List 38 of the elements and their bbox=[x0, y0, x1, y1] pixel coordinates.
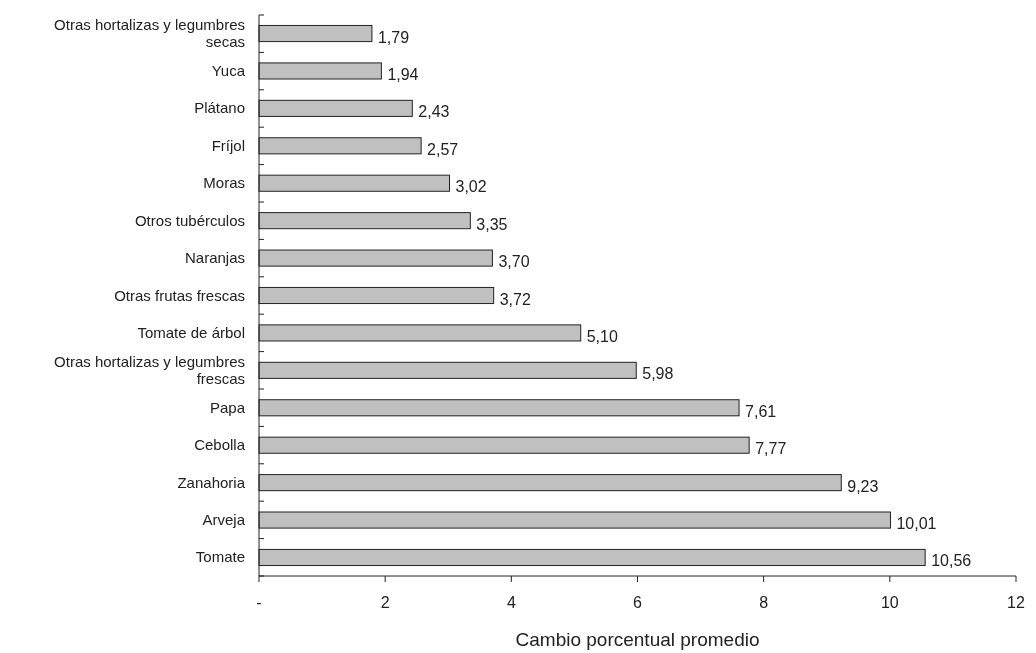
data-label: 7,77 bbox=[755, 440, 787, 458]
data-label: 7,61 bbox=[745, 402, 777, 420]
y-tick-label: Otras hortalizas y legumbres secas bbox=[54, 16, 245, 51]
y-tick-label: Tomate bbox=[195, 548, 245, 566]
y-tick-label: Papa bbox=[209, 398, 246, 416]
x-tick-label: 6 bbox=[633, 594, 643, 611]
y-tick-label: Moras bbox=[203, 174, 245, 192]
x-tick-label: - bbox=[256, 594, 262, 611]
y-tick-label: Tomate de árbol bbox=[137, 323, 245, 341]
data-label: 10,01 bbox=[896, 515, 937, 533]
data-label: 3,70 bbox=[498, 253, 530, 271]
y-tick-label: Plátano bbox=[194, 99, 245, 117]
data-label: 3,02 bbox=[455, 178, 487, 196]
x-tick-label: 12 bbox=[1007, 594, 1025, 611]
data-label: 9,23 bbox=[847, 477, 879, 495]
data-label: 5,98 bbox=[642, 365, 674, 383]
data-label: 5,10 bbox=[586, 327, 618, 345]
y-tick-label: Otros tubérculos bbox=[134, 211, 245, 229]
data-label: 1,79 bbox=[377, 28, 410, 46]
x-tick-label: 4 bbox=[506, 594, 516, 611]
x-tick-label: 2 bbox=[380, 594, 390, 611]
y-tick-label: Fríjol bbox=[211, 136, 245, 154]
y-tick-label: Arveja bbox=[202, 511, 246, 529]
y-tick-label: Zanahoria bbox=[177, 473, 246, 491]
data-label: 10,56 bbox=[931, 552, 972, 570]
data-label: 1,94 bbox=[387, 65, 419, 83]
y-tick-label: Cebolla bbox=[194, 436, 246, 454]
y-tick-label: Naranjas bbox=[184, 249, 245, 267]
y-tick-label: Otras frutas frescas bbox=[114, 286, 245, 304]
x-tick-label: 8 bbox=[759, 594, 769, 611]
data-label: 2,57 bbox=[427, 140, 459, 158]
y-tick-label: Yuca bbox=[211, 61, 246, 79]
x-tick-label: 10 bbox=[880, 594, 899, 611]
x-axis-title: Cambio porcentual promedio bbox=[515, 629, 760, 650]
data-label: 3,35 bbox=[476, 215, 508, 233]
data-label: 2,43 bbox=[418, 103, 450, 121]
data-label: 3,72 bbox=[499, 290, 531, 308]
y-tick-label: Otras hortalizas y legumbres frescas bbox=[54, 352, 245, 387]
